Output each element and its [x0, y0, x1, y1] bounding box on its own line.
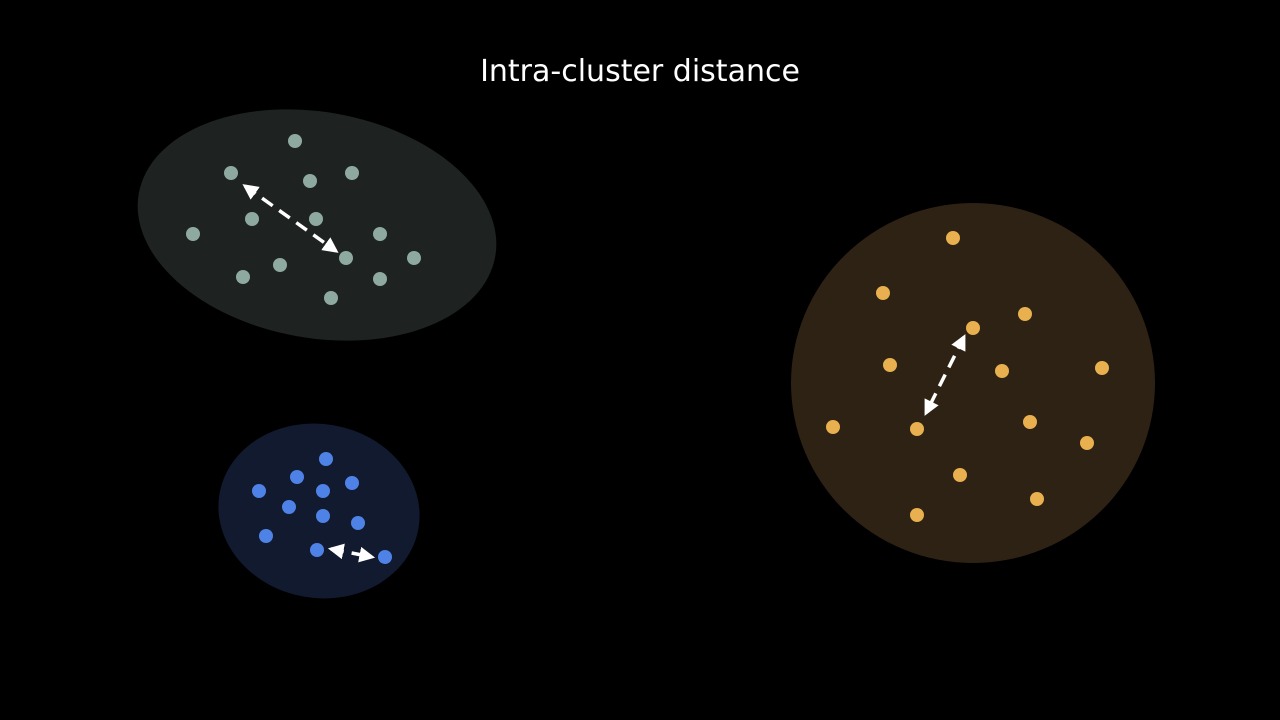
cluster-gold-point	[826, 420, 840, 434]
cluster-gold-point	[946, 231, 960, 245]
cluster-gold-point	[995, 364, 1009, 378]
cluster-gray-distance-arrow	[242, 184, 339, 253]
cluster-gray-point	[324, 291, 338, 305]
cluster-gray-point	[407, 251, 421, 265]
cluster-gold-point	[1030, 492, 1044, 506]
cluster-blue	[218, 423, 420, 599]
cluster-gold-point	[966, 321, 980, 335]
cluster-gold-point	[1018, 307, 1032, 321]
cluster-gray-point	[273, 258, 287, 272]
cluster-gold-point	[910, 422, 924, 436]
cluster-gray-point	[309, 212, 323, 226]
cluster-gray	[137, 109, 497, 341]
cluster-blue-point	[316, 484, 330, 498]
cluster-gold-point	[1095, 361, 1109, 375]
cluster-gray-point	[288, 134, 302, 148]
cluster-blue-point	[290, 470, 304, 484]
cluster-blue-point	[378, 550, 392, 564]
cluster-gold-point	[1080, 436, 1094, 450]
cluster-gray-point	[373, 272, 387, 286]
cluster-gray-point	[186, 227, 200, 241]
cluster-blue-point	[351, 516, 365, 530]
cluster-gray-point	[236, 270, 250, 284]
cluster-gray-point	[345, 166, 359, 180]
cluster-blue-point	[345, 476, 359, 490]
cluster-blue-point	[310, 543, 324, 557]
cluster-blue-point	[252, 484, 266, 498]
cluster-blue-point	[259, 529, 273, 543]
cluster-gray-point	[224, 166, 238, 180]
cluster-gold-point	[910, 508, 924, 522]
cluster-gray-point	[373, 227, 387, 241]
cluster-gold	[791, 203, 1155, 563]
cluster-gold-point	[883, 358, 897, 372]
cluster-blue-distance-arrow	[327, 543, 376, 563]
cluster-gold-point	[1023, 415, 1037, 429]
cluster-gray-point	[303, 174, 317, 188]
cluster-gold-region	[791, 203, 1155, 563]
cluster-gray-point	[339, 251, 353, 265]
cluster-blue-point	[282, 500, 296, 514]
cluster-gold-point	[876, 286, 890, 300]
cluster-gold-point	[953, 468, 967, 482]
diagram-title: Intra-cluster distance	[480, 54, 800, 89]
cluster-blue-point	[319, 452, 333, 466]
cluster-blue-point	[316, 509, 330, 523]
cluster-gold-distance-arrow	[924, 334, 966, 416]
cluster-gray-point	[245, 212, 259, 226]
